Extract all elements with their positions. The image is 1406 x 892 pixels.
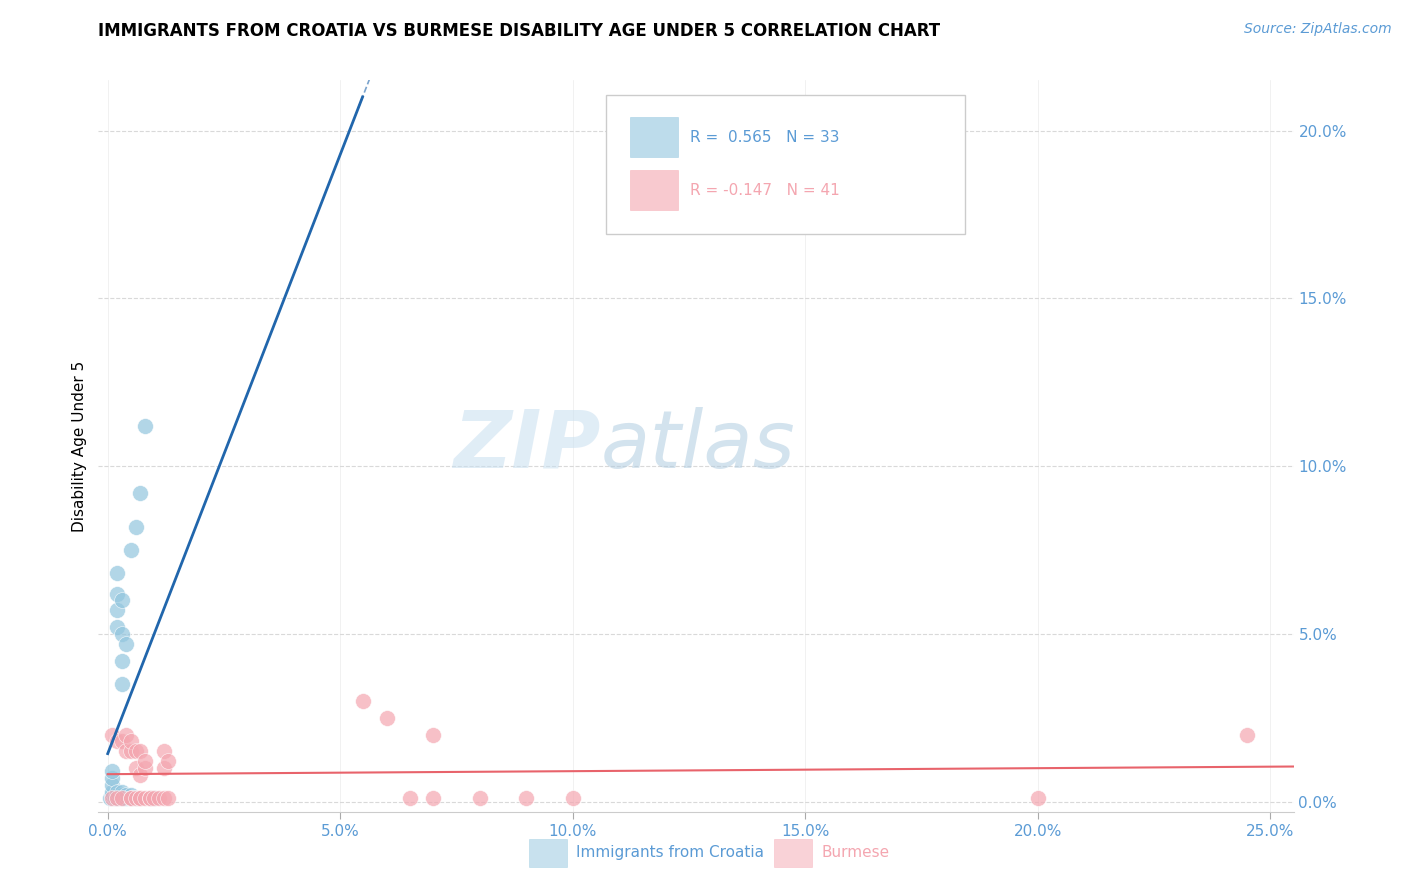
Point [138, 791, 160, 805]
Point [120, 788, 142, 802]
Point [101, 764, 124, 779]
Text: Burmese: Burmese [821, 846, 890, 860]
Point [111, 784, 134, 798]
Point [111, 734, 134, 748]
Text: R =  0.565   N = 33: R = 0.565 N = 33 [690, 130, 839, 145]
Point [105, 788, 128, 802]
Point [120, 791, 142, 805]
Point [105, 587, 128, 601]
Point [105, 784, 128, 798]
Point [101, 771, 124, 785]
Point [111, 593, 134, 607]
Point [115, 788, 138, 802]
Text: atlas: atlas [600, 407, 796, 485]
Point [124, 744, 146, 758]
Point [129, 768, 152, 782]
Text: IMMIGRANTS FROM CROATIA VS BURMESE DISABILITY AGE UNDER 5 CORRELATION CHART: IMMIGRANTS FROM CROATIA VS BURMESE DISAB… [98, 22, 941, 40]
Point [105, 566, 128, 581]
FancyBboxPatch shape [630, 117, 678, 157]
Point [375, 711, 398, 725]
Point [129, 744, 152, 758]
Point [111, 791, 134, 805]
Point [105, 620, 128, 634]
Point [111, 791, 134, 805]
Point [101, 778, 124, 792]
Point [152, 791, 174, 805]
Point [120, 791, 142, 805]
Point [115, 791, 138, 805]
Point [120, 734, 142, 748]
Point [134, 755, 156, 769]
Point [399, 791, 422, 805]
Point [129, 791, 152, 805]
Y-axis label: Disability Age Under 5: Disability Age Under 5 [72, 360, 87, 532]
Point [134, 761, 156, 775]
Point [111, 627, 134, 641]
FancyBboxPatch shape [630, 170, 678, 211]
Point [101, 784, 124, 798]
Point [422, 727, 444, 741]
FancyBboxPatch shape [529, 838, 567, 867]
Point [129, 486, 152, 500]
Point [143, 791, 166, 805]
Point [143, 791, 166, 805]
Point [105, 791, 128, 805]
Point [152, 761, 174, 775]
Point [157, 755, 180, 769]
Point [101, 791, 124, 805]
Point [1026, 791, 1049, 805]
Point [515, 791, 537, 805]
Point [124, 791, 146, 805]
Point [101, 727, 124, 741]
Point [120, 543, 142, 558]
Point [111, 654, 134, 668]
Text: ZIP: ZIP [453, 407, 600, 485]
Point [120, 744, 142, 758]
Point [124, 791, 146, 805]
Point [561, 791, 583, 805]
Text: R = -0.147   N = 41: R = -0.147 N = 41 [690, 183, 839, 198]
FancyBboxPatch shape [606, 95, 965, 234]
Point [115, 637, 138, 651]
Point [124, 519, 146, 533]
Point [105, 791, 128, 805]
Text: Source: ZipAtlas.com: Source: ZipAtlas.com [1244, 22, 1392, 37]
Point [134, 418, 156, 433]
Point [111, 677, 134, 691]
Point [115, 744, 138, 758]
FancyBboxPatch shape [773, 838, 811, 867]
Point [120, 791, 142, 805]
Point [98, 791, 121, 805]
Point [468, 791, 491, 805]
Point [104, 791, 127, 805]
Point [105, 603, 128, 617]
Point [353, 694, 375, 708]
Point [111, 788, 134, 802]
Point [101, 788, 124, 802]
Point [157, 791, 180, 805]
Point [115, 727, 138, 741]
Point [148, 791, 170, 805]
Point [1236, 727, 1258, 741]
Point [124, 761, 146, 775]
Point [138, 791, 160, 805]
Point [422, 791, 444, 805]
Point [105, 734, 128, 748]
Point [152, 744, 174, 758]
Point [138, 791, 160, 805]
Point [129, 791, 152, 805]
Text: Immigrants from Croatia: Immigrants from Croatia [576, 846, 765, 860]
Point [134, 791, 156, 805]
